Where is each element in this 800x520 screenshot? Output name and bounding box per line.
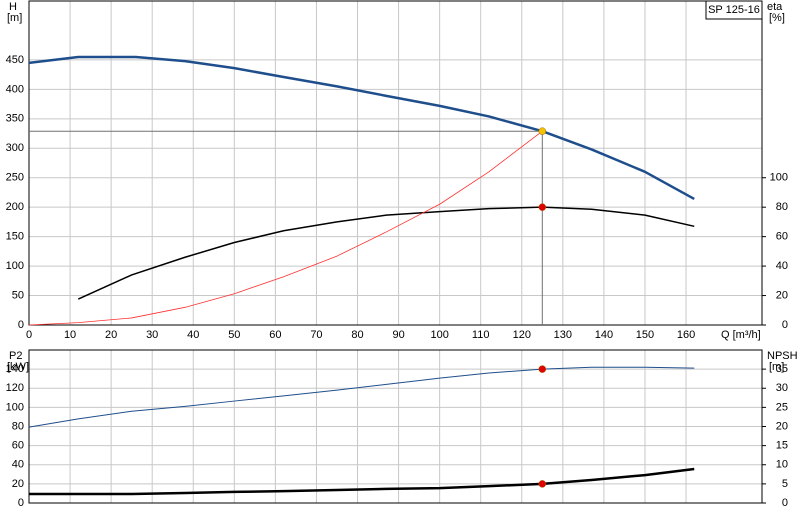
x-tick-label: 150	[636, 329, 654, 341]
y-tick-label: 450	[6, 54, 24, 66]
series-line	[28, 366, 695, 428]
y-tick-label: 60	[12, 440, 24, 452]
x-tick-label: 80	[351, 329, 363, 341]
y-tick-label: 120	[6, 382, 24, 394]
y2-tick-label: 20	[776, 289, 788, 301]
y2-tick-label: 15	[776, 440, 788, 452]
label-box	[705, 0, 763, 20]
x-tick-label: 50	[228, 329, 240, 341]
x-tick-label: 10	[64, 329, 76, 341]
y2-tick-label: 0	[782, 497, 788, 509]
y-axis-unit: [kW]	[7, 361, 29, 373]
y2-axis-label: NPSH	[767, 350, 798, 362]
x-tick-label: 120	[513, 329, 531, 341]
y-axis-unit: [m]	[7, 12, 22, 24]
duty-point	[538, 480, 547, 488]
x-tick-label: 30	[146, 329, 158, 341]
x-tick-label: 100	[430, 329, 448, 341]
y-tick-label: 0	[18, 497, 24, 509]
x-tick-label: 70	[310, 329, 322, 341]
y2-tick-label: 5	[782, 478, 788, 490]
y-tick-label: 150	[6, 231, 24, 243]
y-tick-label: 400	[6, 83, 24, 95]
y-tick-label: 300	[6, 142, 24, 154]
duty-point	[538, 127, 547, 135]
y2-tick-label: 10	[776, 459, 788, 471]
y-tick-label: 20	[12, 478, 24, 490]
y-tick-label: 250	[6, 172, 24, 184]
x-tick-label: 160	[677, 329, 695, 341]
x-tick-label: 90	[392, 329, 404, 341]
y-tick-label: 140	[6, 363, 24, 375]
y-tick-label: 350	[6, 113, 24, 125]
x-tick-label: 110	[472, 329, 490, 341]
series-line	[77, 206, 695, 300]
y2-tick-label: 60	[776, 231, 788, 243]
y2-axis-label: eta	[767, 1, 783, 13]
x-tick-label: 130	[554, 329, 572, 341]
x-tick-label: 40	[187, 329, 199, 341]
y-tick-label: 100	[6, 401, 24, 413]
plot-frame	[28, 0, 763, 326]
series-line	[29, 467, 695, 496]
plot-frame	[28, 349, 763, 504]
y2-tick-label: 0	[782, 319, 788, 331]
duty-point	[538, 365, 547, 373]
y2-tick-label: 80	[776, 201, 788, 213]
y2-axis-unit: [%]	[769, 12, 785, 24]
y2-tick-label: 30	[776, 382, 788, 394]
x-tick-label: 0	[26, 329, 32, 341]
x-tick-label: 60	[269, 329, 281, 341]
x-tick-label: 140	[595, 329, 613, 341]
y-tick-label: 100	[6, 260, 24, 272]
y2-tick-label: 20	[776, 420, 788, 432]
chart-label: SP 125-16	[708, 4, 760, 16]
series-line	[28, 130, 543, 326]
y-tick-label: 0	[18, 319, 24, 331]
y-tick-label: 80	[12, 420, 24, 432]
y2-tick-label: 100	[770, 172, 788, 184]
y2-tick-label: 40	[776, 260, 788, 272]
y-tick-label: 200	[6, 201, 24, 213]
y-tick-label: 50	[12, 289, 24, 301]
duty-point	[538, 203, 547, 211]
y2-tick-label: 35	[776, 363, 788, 375]
y2-tick-label: 25	[776, 401, 788, 413]
x-tick-label: 20	[105, 329, 117, 341]
series-line	[28, 55, 695, 201]
y2-axis-unit: [m]	[769, 361, 784, 373]
y-tick-label: 40	[12, 459, 24, 471]
y-axis-label: H	[9, 1, 17, 13]
y-axis-label: P2	[9, 350, 22, 362]
x-axis-label: Q [m³/h]	[721, 329, 761, 341]
